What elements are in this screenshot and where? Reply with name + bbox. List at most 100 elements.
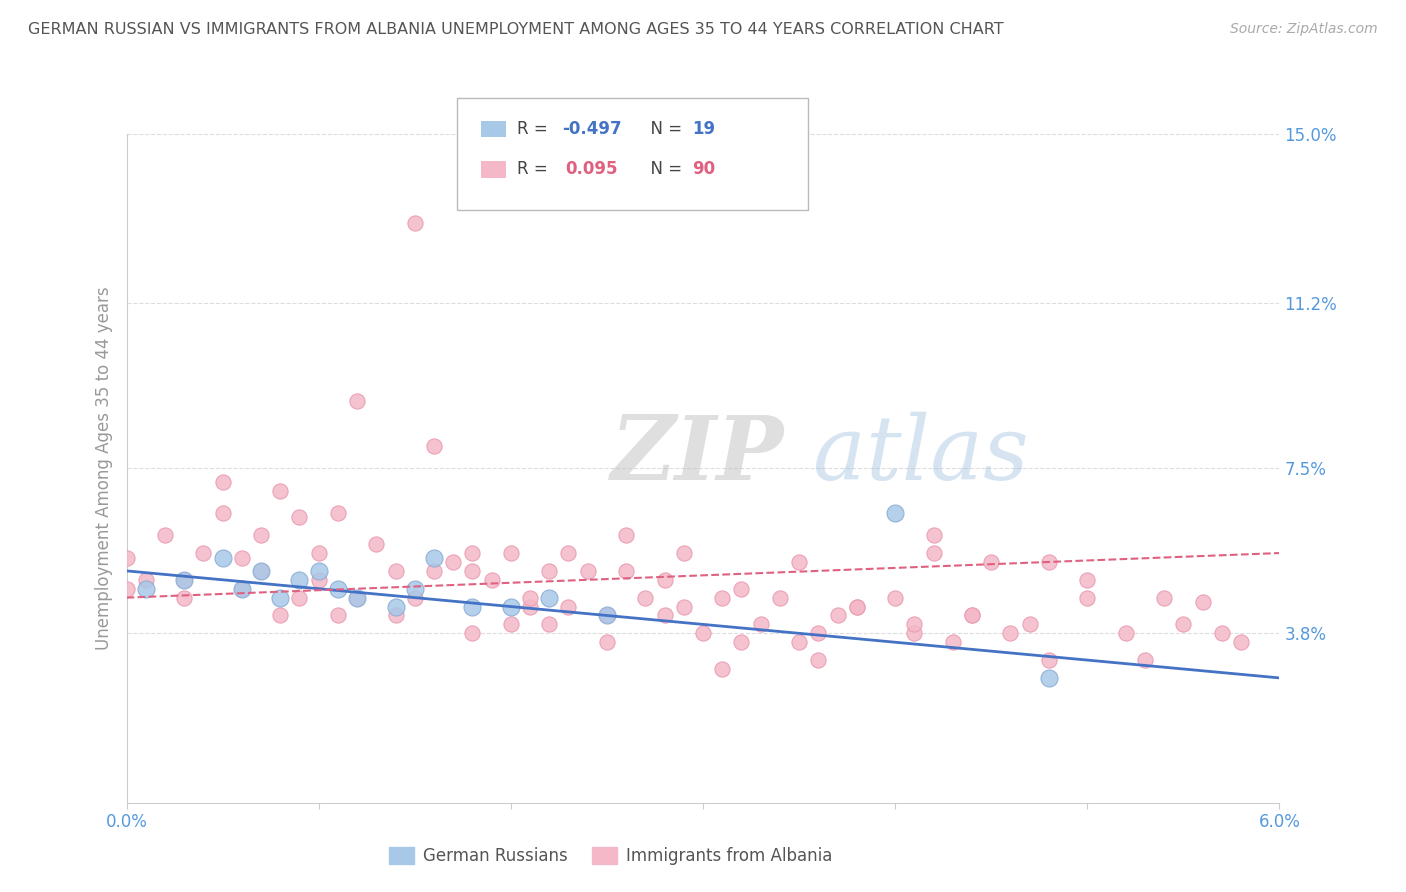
Point xyxy=(730,582,752,596)
Point xyxy=(308,564,330,578)
Text: R =: R = xyxy=(517,161,554,178)
Point xyxy=(730,635,752,649)
Point xyxy=(366,537,388,551)
Point xyxy=(346,394,368,409)
Text: 90: 90 xyxy=(692,161,714,178)
Point xyxy=(519,591,541,605)
Point xyxy=(654,608,676,623)
Point xyxy=(461,564,484,578)
Point xyxy=(922,528,945,542)
Point xyxy=(423,439,446,453)
Point xyxy=(576,564,599,578)
Point xyxy=(231,582,253,596)
Y-axis label: Unemployment Among Ages 35 to 44 years: Unemployment Among Ages 35 to 44 years xyxy=(94,286,112,650)
Point xyxy=(711,662,734,676)
Point xyxy=(269,591,291,605)
Point xyxy=(326,582,349,596)
Point xyxy=(614,564,637,578)
Point xyxy=(499,599,522,614)
Point xyxy=(231,550,253,565)
Point xyxy=(441,555,464,569)
Point xyxy=(404,216,426,230)
Point xyxy=(538,564,561,578)
Point xyxy=(173,573,195,587)
Point xyxy=(115,550,138,565)
Text: N =: N = xyxy=(640,161,688,178)
Point xyxy=(384,608,406,623)
Point xyxy=(787,635,810,649)
Point xyxy=(384,564,406,578)
Point xyxy=(749,617,772,632)
Point xyxy=(596,608,619,623)
Point xyxy=(135,573,157,587)
Point xyxy=(960,608,983,623)
Point xyxy=(1076,573,1098,587)
Point xyxy=(404,582,426,596)
Point xyxy=(308,546,330,560)
Point xyxy=(672,599,695,614)
Point xyxy=(1191,595,1213,609)
Point xyxy=(845,599,868,614)
Text: R =: R = xyxy=(517,120,554,138)
Point xyxy=(499,546,522,560)
Point xyxy=(173,573,195,587)
Text: GERMAN RUSSIAN VS IMMIGRANTS FROM ALBANIA UNEMPLOYMENT AMONG AGES 35 TO 44 YEARS: GERMAN RUSSIAN VS IMMIGRANTS FROM ALBANI… xyxy=(28,22,1004,37)
Point xyxy=(231,582,253,596)
Point xyxy=(807,653,830,667)
Text: -0.497: -0.497 xyxy=(562,120,621,138)
Point xyxy=(1038,555,1060,569)
Point xyxy=(115,582,138,596)
Point xyxy=(461,546,484,560)
Point xyxy=(499,617,522,632)
Point xyxy=(1230,635,1253,649)
Point xyxy=(519,599,541,614)
Point xyxy=(787,555,810,569)
Point xyxy=(692,626,714,640)
Point xyxy=(423,550,446,565)
Point xyxy=(942,635,965,649)
Text: ZIP: ZIP xyxy=(610,412,785,498)
Point xyxy=(807,626,830,640)
Point xyxy=(250,564,273,578)
Point xyxy=(557,599,579,614)
Point xyxy=(557,546,579,560)
Text: atlas: atlas xyxy=(813,411,1028,499)
Legend: German Russians, Immigrants from Albania: German Russians, Immigrants from Albania xyxy=(382,840,839,871)
Point xyxy=(423,564,446,578)
Point xyxy=(922,546,945,560)
Text: Source: ZipAtlas.com: Source: ZipAtlas.com xyxy=(1230,22,1378,37)
Point xyxy=(980,555,1002,569)
Point xyxy=(769,591,792,605)
Point xyxy=(1038,671,1060,685)
Point xyxy=(538,591,561,605)
Point xyxy=(654,573,676,587)
Point xyxy=(845,599,868,614)
Point xyxy=(346,591,368,605)
Point xyxy=(250,564,273,578)
Point xyxy=(538,617,561,632)
Point xyxy=(596,608,619,623)
Point xyxy=(461,599,484,614)
Point xyxy=(1076,591,1098,605)
Point xyxy=(1000,626,1022,640)
Point xyxy=(211,475,233,489)
Point xyxy=(1211,626,1233,640)
Point xyxy=(288,510,311,524)
Point xyxy=(461,626,484,640)
Point xyxy=(193,546,215,560)
Point xyxy=(288,573,311,587)
Point xyxy=(250,528,273,542)
Point xyxy=(326,506,349,520)
Point xyxy=(308,573,330,587)
Point xyxy=(211,550,233,565)
Point xyxy=(288,591,311,605)
Point xyxy=(211,506,233,520)
Text: N =: N = xyxy=(640,120,688,138)
Point xyxy=(384,599,406,614)
Point xyxy=(1018,617,1040,632)
Point xyxy=(1133,653,1156,667)
Point xyxy=(884,506,907,520)
Point xyxy=(596,635,619,649)
Point xyxy=(269,608,291,623)
Point xyxy=(135,582,157,596)
